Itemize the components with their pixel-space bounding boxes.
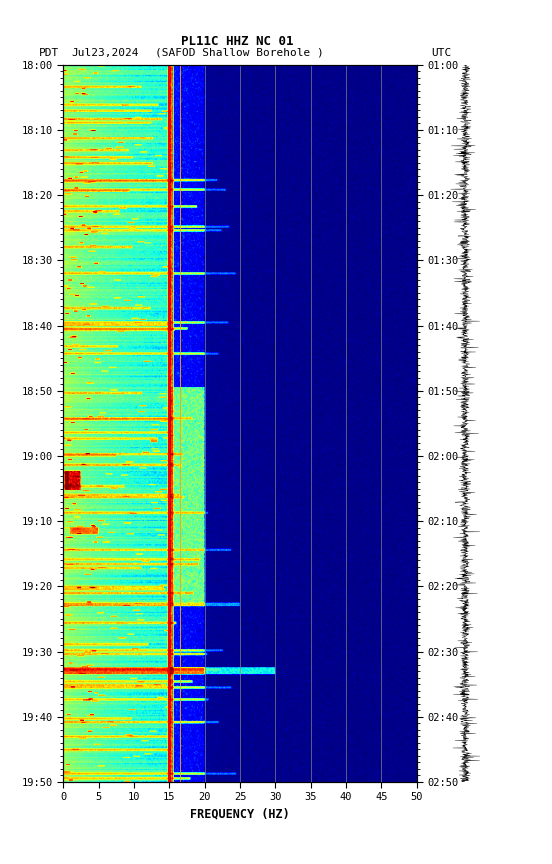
Text: (SAFOD Shallow Borehole ): (SAFOD Shallow Borehole ) <box>155 48 323 58</box>
Text: Jul23,2024: Jul23,2024 <box>72 48 139 58</box>
X-axis label: FREQUENCY (HZ): FREQUENCY (HZ) <box>190 808 290 821</box>
Text: UTC: UTC <box>432 48 452 58</box>
Text: PL11C HHZ NC 01: PL11C HHZ NC 01 <box>181 35 294 48</box>
Text: PDT: PDT <box>39 48 59 58</box>
